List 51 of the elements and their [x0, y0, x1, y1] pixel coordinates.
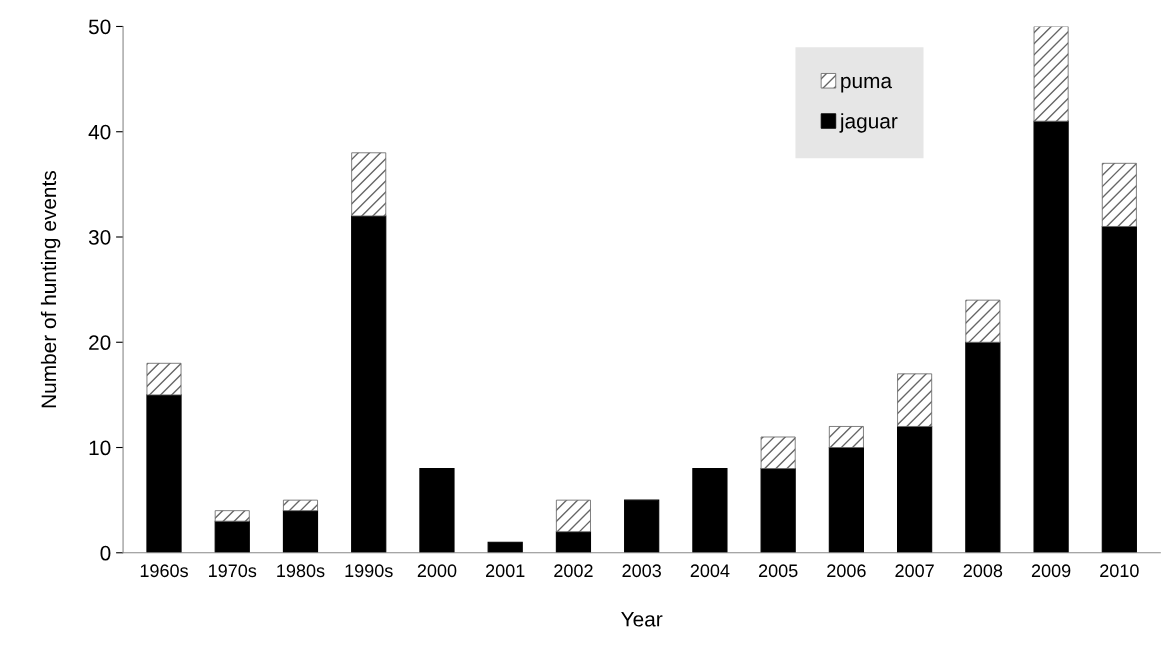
y-tick-label: 30 [88, 230, 111, 245]
bar [897, 425, 933, 553]
bar [1101, 225, 1137, 553]
y-tick-label: 10 [89, 440, 111, 456]
x-axis-title: Year [621, 612, 663, 627]
bar [283, 499, 318, 512]
bar [146, 362, 182, 396]
bar [146, 394, 182, 553]
y-tick-label: 20 [89, 335, 111, 351]
y-axis-title: Number of hunting events [40, 171, 61, 408]
x-tick-label: 1970s [209, 564, 257, 578]
bar [555, 531, 592, 553]
bar [214, 510, 250, 522]
x-tick-label: 2009 [1031, 564, 1071, 578]
bar [555, 499, 591, 533]
bar [760, 468, 796, 553]
bar [487, 541, 523, 553]
x-tick-label: 1990s [345, 564, 393, 578]
bar [965, 341, 1001, 553]
bar [828, 426, 864, 448]
x-tick-label: 2010 [1100, 564, 1139, 578]
legend-label: jaguar [839, 113, 898, 133]
bar [419, 468, 455, 553]
bar [692, 468, 728, 553]
x-tick-label: 2007 [895, 564, 934, 578]
x-tick-label: 1960s [140, 564, 188, 578]
x-tick-label: 2006 [827, 564, 866, 578]
x-tick-label: 1980s [277, 564, 325, 578]
bar [965, 299, 1001, 343]
x-tick-label: 2001 [486, 564, 525, 578]
x-tick-label: 2000 [417, 564, 457, 578]
bar [897, 373, 933, 427]
x-tick-label: 2008 [963, 564, 1003, 578]
bar [1033, 26, 1069, 122]
x-tick-label: 2005 [758, 564, 798, 578]
x-tick-label: 2002 [554, 564, 593, 578]
x-tick-label: 2004 [690, 564, 730, 578]
bar [1101, 162, 1137, 227]
legend-label: puma [841, 76, 893, 93]
bar [1033, 120, 1069, 553]
bar [351, 152, 387, 217]
y-tick-label: 40 [88, 124, 111, 140]
y-tick-label: 50 [88, 19, 111, 35]
bar [828, 446, 864, 553]
y-tick-label: 0 [100, 545, 111, 561]
bar [282, 510, 319, 553]
bar [351, 215, 387, 553]
bar [760, 436, 796, 469]
x-tick-label: 2003 [622, 564, 661, 578]
bar [214, 520, 250, 553]
bar [624, 499, 660, 553]
